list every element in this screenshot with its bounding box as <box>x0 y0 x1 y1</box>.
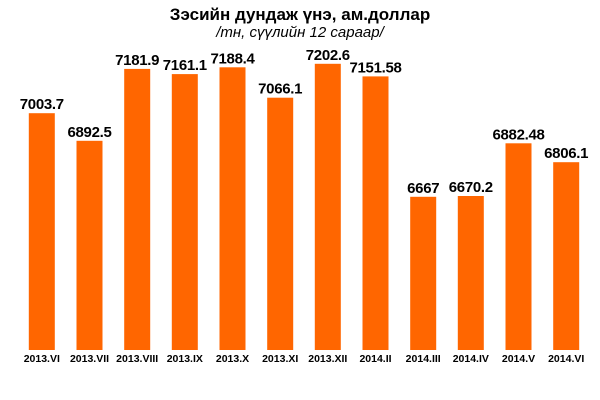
x-tick-label-2014.V: 2014.V <box>502 353 535 365</box>
x-tick-label-2013.XII: 2013.XII <box>308 353 347 365</box>
data-label-2013.XI: 7066.1 <box>258 81 302 98</box>
bars-layer <box>28 63 580 351</box>
bar-2014.V <box>505 143 532 350</box>
chart-subtitle: /тн, сүүлийн 12 сараар/ <box>215 24 385 41</box>
data-label-2013.X: 7188.4 <box>210 50 255 67</box>
bar-2013.VI <box>28 113 55 350</box>
bar-2013.IX <box>171 74 198 350</box>
data-label-2013.XII: 7202.6 <box>306 47 350 64</box>
bar-2013.XII <box>314 63 341 351</box>
bar-2013.XI <box>267 97 294 350</box>
bar-2014.IV <box>457 196 484 350</box>
data-label-2014.V: 6882.48 <box>492 126 544 143</box>
data-label-2013.VII: 6892.5 <box>67 124 111 141</box>
data-label-2013.IX: 7161.1 <box>163 57 207 74</box>
bar-2014.VI <box>553 162 580 350</box>
data-label-2014.IV: 6670.2 <box>449 179 493 196</box>
x-axis-tick-labels: 2013.VI 2013.VII 2013.VIII 2013.IX 2013.X 201… <box>24 353 585 365</box>
x-tick-label-2013.XI: 2013.XI <box>262 353 298 365</box>
x-tick-label-2014.IV: 2014.IV <box>453 353 489 365</box>
x-tick-label-2013.VIII: 2013.VIII <box>116 353 158 365</box>
chart-title: Зэсийн дундаж үнэ, ам.доллар <box>170 5 430 24</box>
x-tick-label-2013.IX: 2013.IX <box>167 353 203 365</box>
x-tick-label-2013.X: 2013.X <box>216 353 249 365</box>
bar-2013.X <box>219 67 246 351</box>
x-tick-label-2014.II: 2014.II <box>359 353 391 365</box>
data-label-2013.VI: 7003.7 <box>20 96 64 113</box>
x-tick-label-2014.VI: 2014.VI <box>548 353 584 365</box>
bar-2013.VIII <box>124 68 151 351</box>
bar-2014.II <box>362 76 389 351</box>
x-tick-label-2014.III: 2014.III <box>406 353 441 365</box>
data-label-2014.III: 6667 <box>407 180 439 197</box>
data-label-2014.II: 7151.58 <box>349 59 401 76</box>
data-label-2013.VIII: 7181.9 <box>115 52 159 69</box>
bar-2013.VII <box>76 140 103 350</box>
x-tick-label-2013.VII: 2013.VII <box>70 353 109 365</box>
x-tick-label-2013.VI: 2013.VI <box>24 353 60 365</box>
data-label-2014.VI: 6806.1 <box>544 145 588 162</box>
bar-2014.III <box>410 196 437 350</box>
